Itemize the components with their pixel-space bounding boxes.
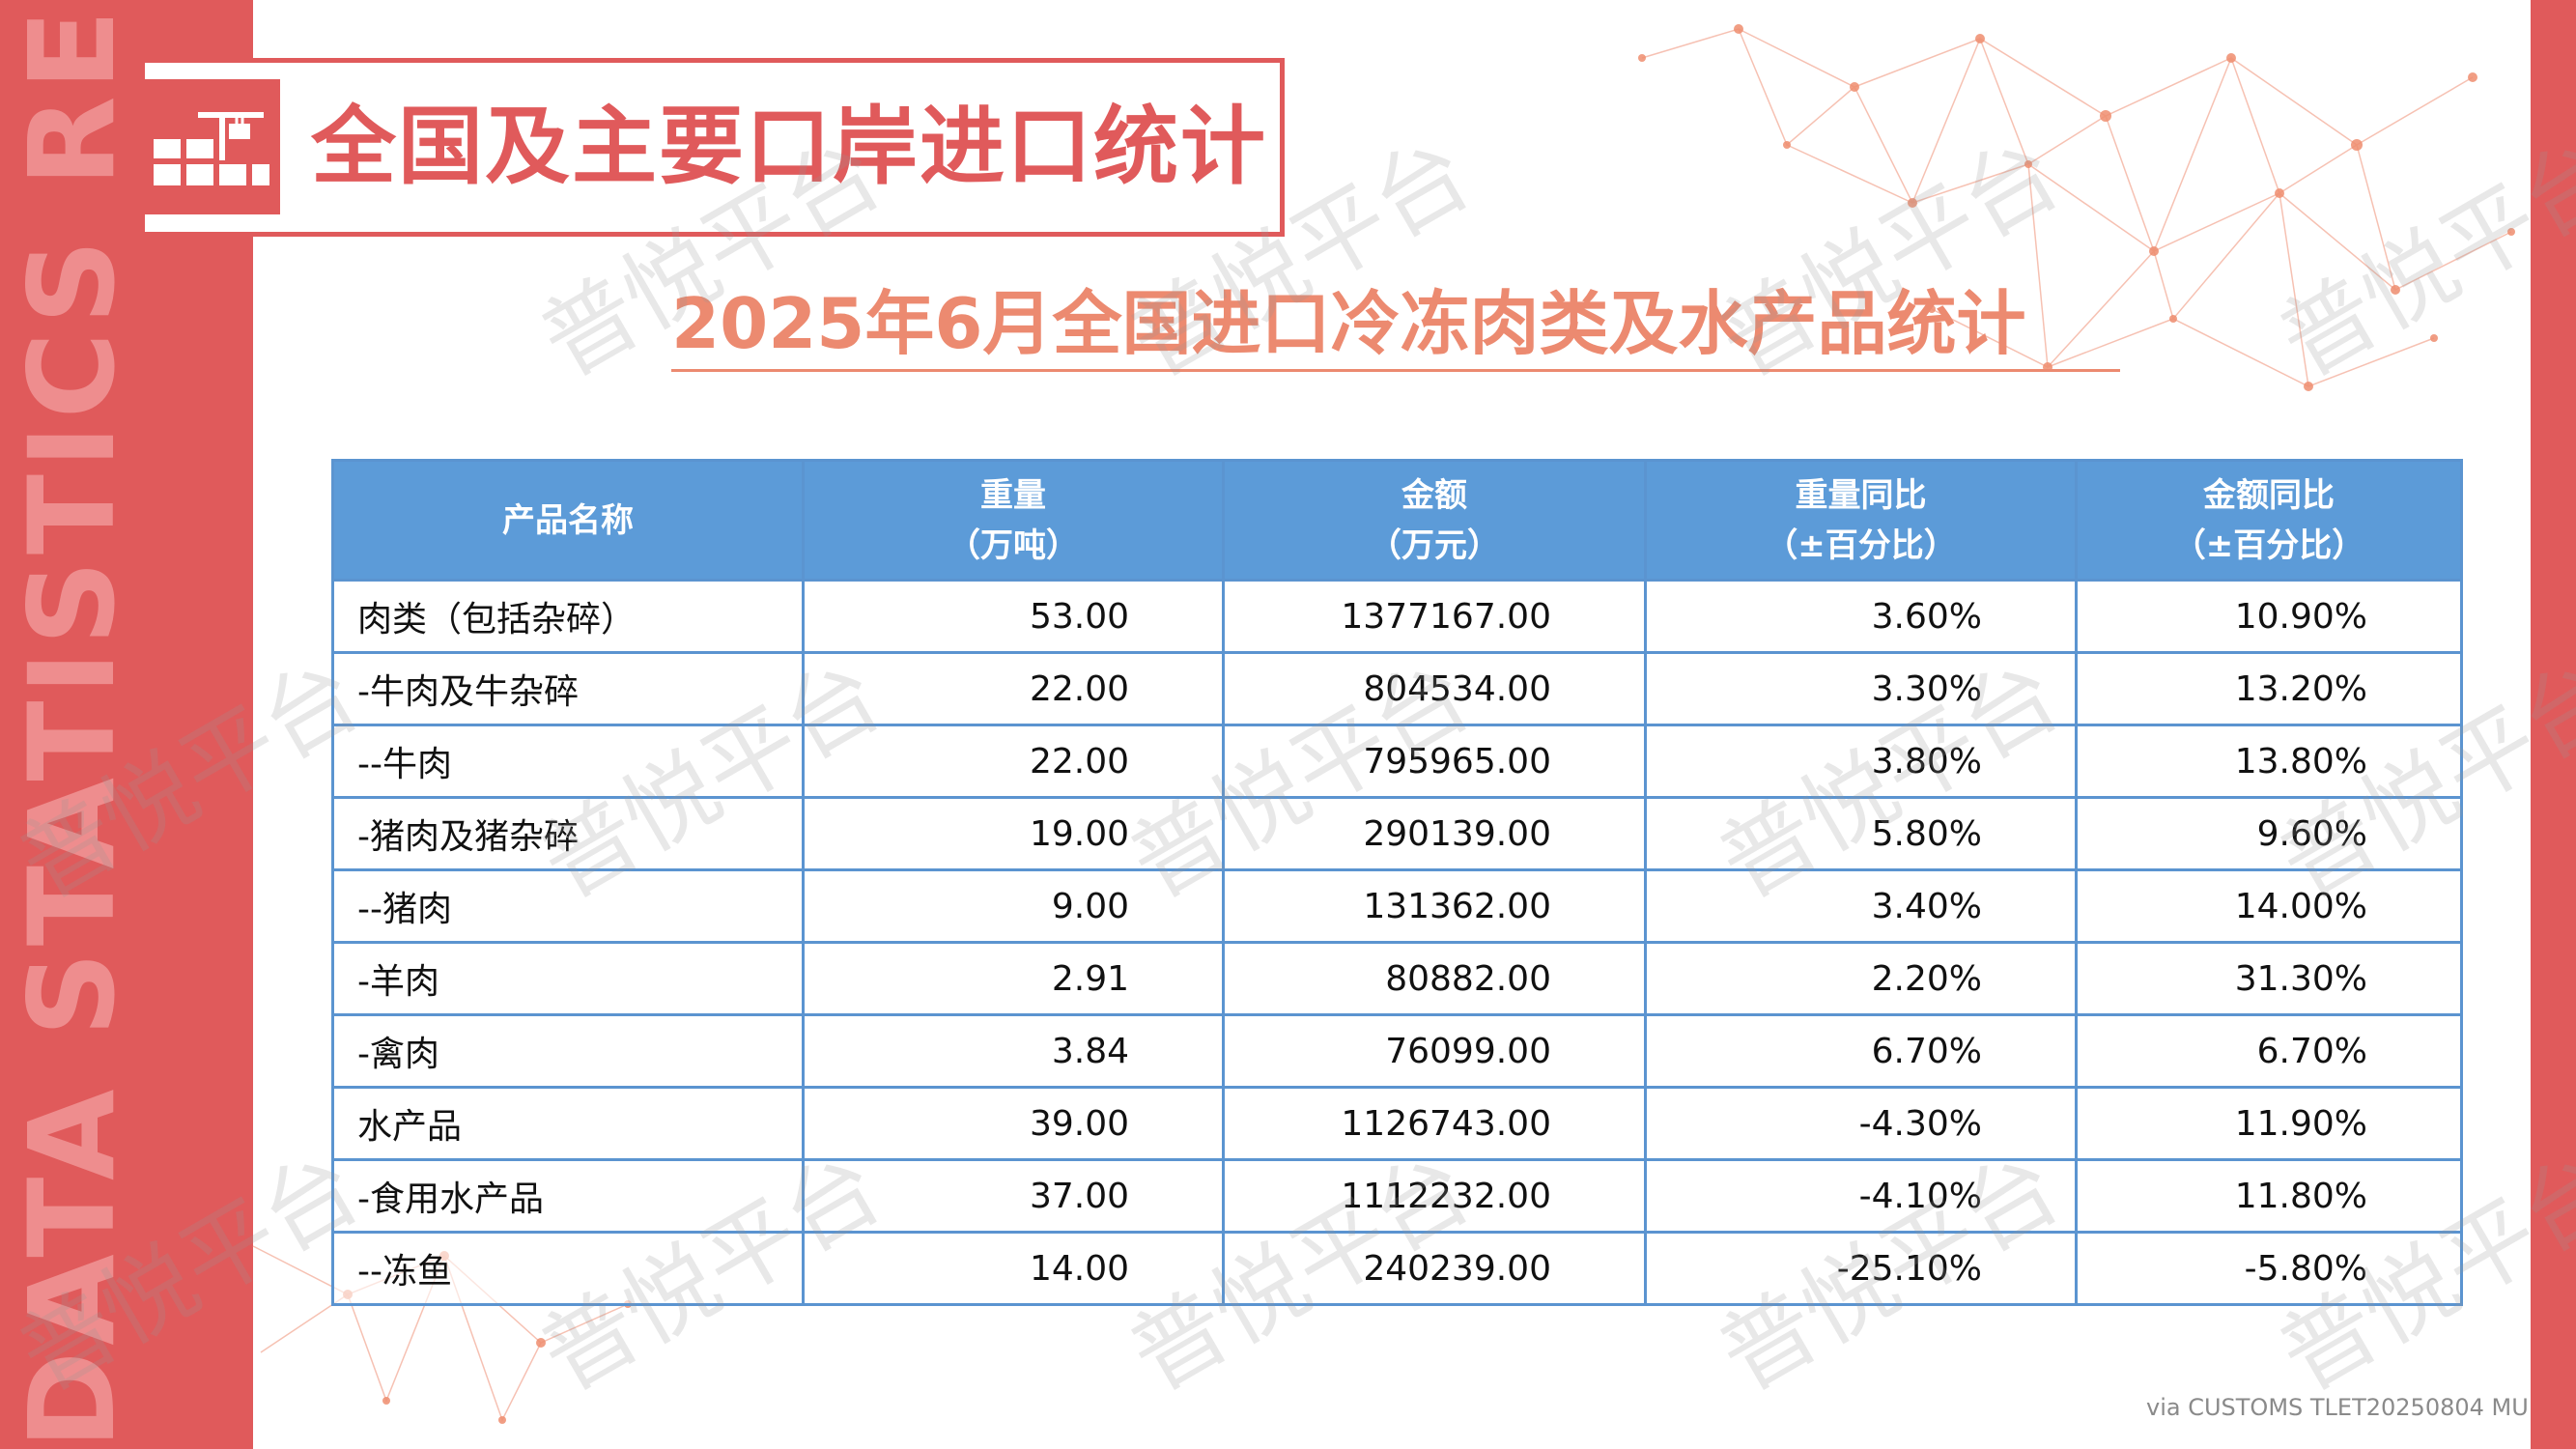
table-row: -食用水产品 37.00 1112232.00 -4.10% 11.80% — [331, 1158, 2463, 1234]
table-row: -猪肉及猪杂碎 19.00 290139.00 5.80% 9.60% — [331, 796, 2463, 871]
cell-product: -牛肉及牛杂碎 — [331, 651, 805, 726]
cell-amount-yoy: 10.90% — [2075, 579, 2463, 654]
cell-weight-yoy: 3.60% — [1644, 579, 2078, 654]
cell-product: -禽肉 — [331, 1013, 805, 1089]
crane-cargo-icon — [140, 79, 280, 214]
cell-amount: 1126743.00 — [1222, 1086, 1647, 1161]
cell-weight-yoy: -4.30% — [1644, 1086, 2078, 1161]
statistics-table-wrap: 产品名称 重量 （万吨） 金额 （万元） 重量同比 （±百分比） 金额同比 （±百分比）… — [331, 459, 2463, 1306]
cell-product: --牛肉 — [331, 724, 805, 799]
table-row: --猪肉 9.00 131362.00 3.40% 14.00% — [331, 868, 2463, 944]
cell-amount-yoy: -5.80% — [2075, 1231, 2463, 1306]
cell-product: 水产品 — [331, 1086, 805, 1161]
side-band: DATA STATISTICS REPORT — [0, 0, 253, 1449]
table-header-row: 产品名称 重量 （万吨） 金额 （万元） 重量同比 （±百分比） 金额同比 （±百分比） — [331, 459, 2463, 582]
cell-weight: 14.00 — [802, 1231, 1225, 1306]
table-subtitle: 2025年6月全国进口冷冻肉类及水产品统计 — [671, 283, 2026, 364]
statistics-table: 产品名称 重量 （万吨） 金额 （万元） 重量同比 （±百分比） 金额同比 （±百分比）… — [331, 459, 2463, 1306]
cell-weight: 9.00 — [802, 868, 1225, 944]
cell-product: --猪肉 — [331, 868, 805, 944]
cell-weight-yoy: 3.30% — [1644, 651, 2078, 726]
watermark: 普悦平台 — [2261, 118, 2576, 398]
cell-amount: 1377167.00 — [1222, 579, 1647, 654]
header-amount: 金额 （万元） — [1222, 459, 1647, 582]
table-row: --冻鱼 14.00 240239.00 -25.10% -5.80% — [331, 1231, 2463, 1306]
cell-weight: 39.00 — [802, 1086, 1225, 1161]
cell-product: 肉类（包括杂碎） — [331, 579, 805, 654]
cell-weight-yoy: 5.80% — [1644, 796, 2078, 871]
cell-amount: 131362.00 — [1222, 868, 1647, 944]
cell-amount: 76099.00 — [1222, 1013, 1647, 1089]
subtitle-underline — [671, 369, 2120, 372]
table-row: -羊肉 2.91 80882.00 2.20% 31.30% — [331, 941, 2463, 1016]
page-title: 全国及主要口岸进口统计 — [311, 97, 1268, 196]
cell-weight: 2.91 — [802, 941, 1225, 1016]
cell-weight: 37.00 — [802, 1158, 1225, 1234]
cell-amount: 804534.00 — [1222, 651, 1647, 726]
cell-amount: 80882.00 — [1222, 941, 1647, 1016]
cell-amount-yoy: 6.70% — [2075, 1013, 2463, 1089]
table-row: --牛肉 22.00 795965.00 3.80% 13.80% — [331, 724, 2463, 799]
cell-amount: 795965.00 — [1222, 724, 1647, 799]
cell-weight: 19.00 — [802, 796, 1225, 871]
cell-product: -食用水产品 — [331, 1158, 805, 1234]
cell-weight-yoy: -25.10% — [1644, 1231, 2078, 1306]
cell-amount-yoy: 11.80% — [2075, 1158, 2463, 1234]
cell-weight-yoy: -4.10% — [1644, 1158, 2078, 1234]
cell-weight: 22.00 — [802, 724, 1225, 799]
cell-amount-yoy: 14.00% — [2075, 868, 2463, 944]
source-note: via CUSTOMS TLET20250804 MU — [2146, 1394, 2529, 1421]
cell-weight-yoy: 6.70% — [1644, 1013, 2078, 1089]
cell-amount: 290139.00 — [1222, 796, 1647, 871]
cell-amount: 1112232.00 — [1222, 1158, 1647, 1234]
cell-weight: 22.00 — [802, 651, 1225, 726]
cell-amount: 240239.00 — [1222, 1231, 1647, 1306]
table-row: 肉类（包括杂碎） 53.00 1377167.00 3.60% 10.90% — [331, 579, 2463, 654]
cell-amount-yoy: 13.80% — [2075, 724, 2463, 799]
header-weight: 重量 （万吨） — [802, 459, 1225, 582]
cell-weight-yoy: 3.80% — [1644, 724, 2078, 799]
header-box — [140, 58, 1285, 237]
header-amount-yoy: 金额同比 （±百分比） — [2075, 459, 2463, 582]
cell-product: -猪肉及猪杂碎 — [331, 796, 805, 871]
header-weight-yoy: 重量同比 （±百分比） — [1644, 459, 2078, 582]
cell-product: --冻鱼 — [331, 1231, 805, 1306]
cell-weight: 3.84 — [802, 1013, 1225, 1089]
cell-weight-yoy: 3.40% — [1644, 868, 2078, 944]
side-vertical-text: DATA STATISTICS REPORT — [10, 0, 135, 1449]
cell-product: -羊肉 — [331, 941, 805, 1016]
table-row: -禽肉 3.84 76099.00 6.70% 6.70% — [331, 1013, 2463, 1089]
cell-amount-yoy: 9.60% — [2075, 796, 2463, 871]
cell-amount-yoy: 11.90% — [2075, 1086, 2463, 1161]
table-row: -牛肉及牛杂碎 22.00 804534.00 3.30% 13.20% — [331, 651, 2463, 726]
right-edge-band — [2531, 0, 2576, 1449]
cell-weight-yoy: 2.20% — [1644, 941, 2078, 1016]
table-row: 水产品 39.00 1126743.00 -4.30% 11.90% — [331, 1086, 2463, 1161]
header-product-name: 产品名称 — [331, 459, 805, 582]
cell-amount-yoy: 13.20% — [2075, 651, 2463, 726]
cell-weight: 53.00 — [802, 579, 1225, 654]
cell-amount-yoy: 31.30% — [2075, 941, 2463, 1016]
